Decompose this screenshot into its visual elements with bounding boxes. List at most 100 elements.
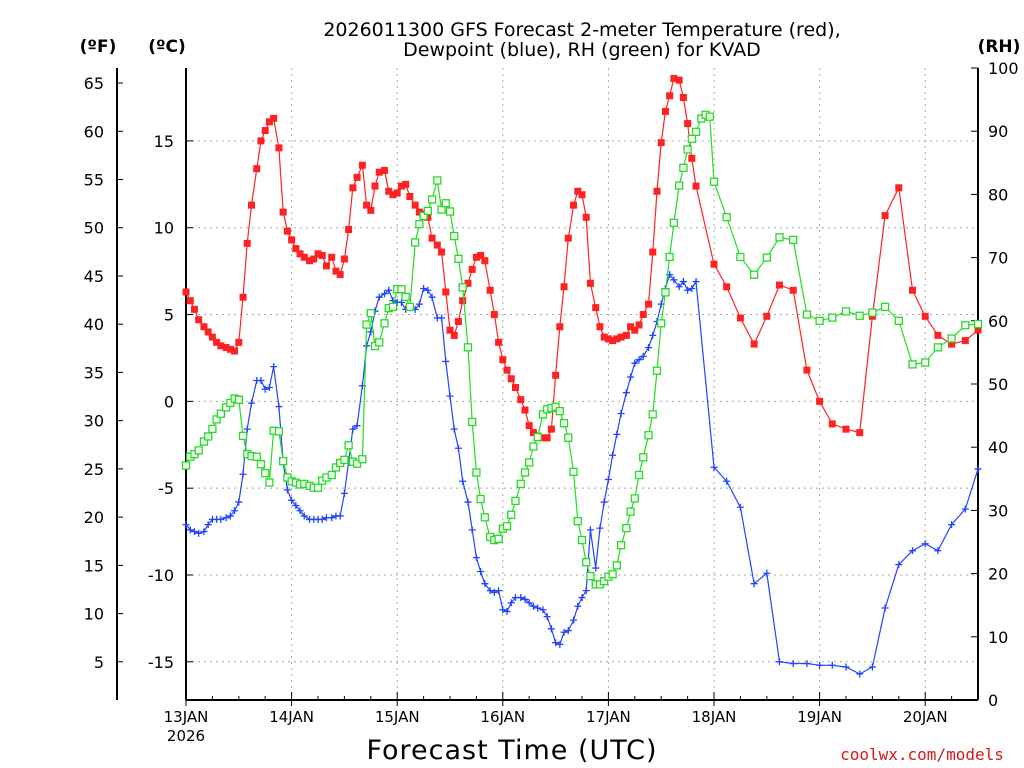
rh-point — [511, 496, 520, 506]
dewpoint-point — [909, 547, 917, 555]
dewpoint-point — [477, 568, 485, 576]
rh-point — [612, 561, 621, 570]
temperature-point — [310, 255, 318, 263]
fahrenheit-axis-unit: (ºF) — [80, 37, 117, 57]
temperature-point — [692, 182, 700, 190]
rh-point — [973, 319, 983, 329]
temperature-point — [336, 271, 344, 279]
dewpoint-point — [574, 602, 582, 610]
temperature-point — [459, 297, 467, 305]
rh-point — [208, 424, 217, 434]
rh-tick-label: 50 — [988, 375, 1008, 394]
dewpoint-point — [454, 444, 462, 452]
dewpoint-point — [631, 359, 639, 367]
dewpoint-point — [420, 285, 428, 293]
rh-tick-label: 90 — [988, 122, 1008, 141]
temperature-point — [507, 375, 515, 383]
dewpoint-point — [592, 564, 600, 572]
dewpoint-point — [375, 293, 383, 301]
rh-point — [423, 206, 432, 215]
x-tick-label: 16JAN — [480, 708, 525, 726]
x-tick-label: 20JAN — [903, 708, 948, 726]
temperature-point — [539, 434, 547, 442]
rh-point — [450, 231, 459, 241]
rh-point — [669, 218, 679, 227]
rh-point — [749, 270, 759, 279]
temperature-point — [464, 279, 472, 287]
dewpoint-point — [328, 514, 336, 522]
dewpoint-point — [556, 640, 564, 648]
fahrenheit-tick-label: 10 — [84, 605, 104, 624]
dewpoint-point — [543, 613, 551, 621]
dewpoint-point — [961, 505, 969, 513]
temperature-point — [684, 120, 692, 128]
rh-point — [437, 205, 446, 214]
rh-point — [405, 302, 415, 312]
fahrenheit-tick-label: 30 — [84, 412, 104, 431]
credit-link[interactable]: coolwx.com/models — [840, 745, 1004, 764]
dewpoint-point — [842, 663, 850, 671]
dewpoint-point — [622, 389, 630, 397]
fahrenheit-tick-label: 35 — [84, 363, 104, 382]
rh-point — [529, 442, 538, 451]
rh-point — [683, 145, 692, 154]
dewpoint-point — [525, 599, 533, 607]
rh-tick-label: 80 — [988, 185, 1008, 204]
dewpoint-point — [261, 385, 269, 393]
rh-point — [327, 470, 336, 480]
temperature-point — [340, 255, 348, 263]
temperature-point — [428, 234, 436, 242]
rh-point — [921, 358, 930, 367]
fahrenheit-tick-label: 25 — [84, 460, 104, 479]
dewpoint-point — [318, 515, 326, 523]
dewpoint-point — [586, 526, 594, 534]
temperature-point — [723, 283, 731, 291]
temperature-point — [525, 422, 533, 430]
temperature-point — [261, 127, 269, 135]
dewpoint-point — [552, 639, 560, 647]
dewpoint-point — [296, 507, 304, 515]
dewpoint-point — [217, 515, 225, 523]
grid-lines — [186, 68, 978, 700]
dewpoint-point — [349, 425, 357, 433]
temperature-point — [318, 252, 326, 260]
temperature-point — [389, 191, 397, 199]
temperature-point — [296, 250, 304, 258]
dewpoint-point — [239, 470, 247, 478]
rh-point — [538, 410, 548, 419]
rh-point — [894, 316, 903, 325]
temperature-point — [446, 326, 454, 334]
dewpoint-point — [750, 580, 758, 588]
celsius-tick-label: 0 — [164, 392, 174, 411]
temperature-point — [195, 316, 203, 324]
dewpoint-point — [507, 599, 515, 607]
temperature-point — [288, 236, 296, 244]
rh-point — [533, 432, 542, 442]
temperature-point — [635, 321, 643, 329]
temperature-point — [292, 245, 300, 253]
dewpoint-point — [649, 331, 657, 339]
rh-point — [815, 316, 824, 325]
temperature-point — [213, 338, 221, 346]
rh-tick-label: 40 — [988, 438, 1008, 457]
dewpoint-point — [617, 410, 625, 418]
chart-title-line-2: Dewpoint (blue), RH (green) for KVAD — [403, 39, 761, 61]
dewpoint-point — [679, 278, 687, 286]
dewpoint-point — [723, 477, 731, 485]
rh-point — [657, 319, 666, 328]
temperature-point — [222, 344, 230, 352]
temperature-point — [675, 76, 683, 84]
rh-tick-label: 30 — [988, 501, 1008, 520]
temperature-point — [631, 326, 639, 334]
temperature-point — [609, 337, 617, 345]
dewpoint-point — [613, 430, 621, 438]
rh-point — [194, 446, 203, 455]
rh-point — [380, 319, 389, 328]
temperature-point — [204, 328, 212, 336]
rh-point — [352, 459, 362, 468]
temperature-point — [243, 239, 251, 247]
dewpoint-point — [600, 498, 608, 506]
temperature-point — [661, 107, 669, 115]
x-axis-title: Forecast Time (UTC) — [366, 735, 657, 766]
rh-point — [687, 134, 696, 143]
